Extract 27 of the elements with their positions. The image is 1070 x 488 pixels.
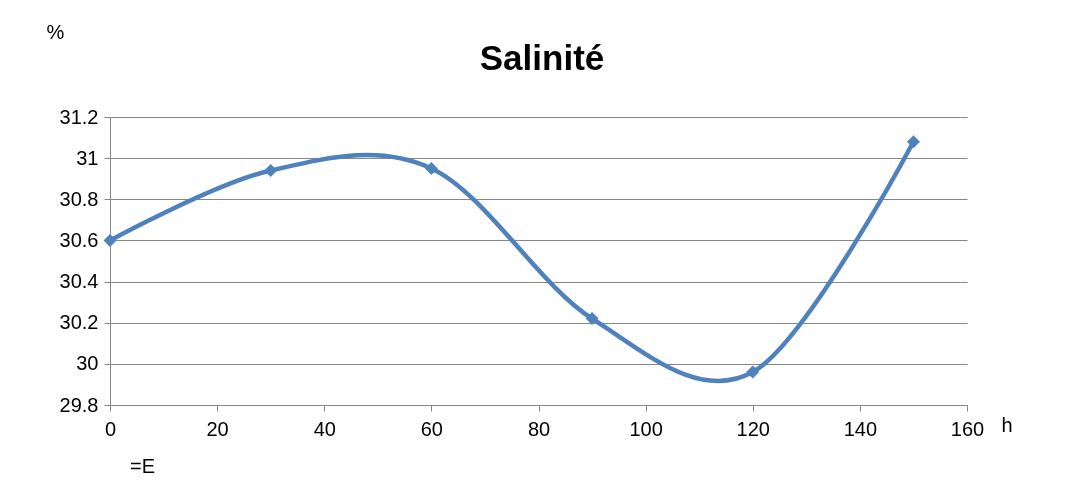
point xyxy=(585,312,599,326)
y-tick-label: 30.2 xyxy=(59,311,99,334)
point xyxy=(746,365,760,379)
x-tick-label: 140 xyxy=(843,417,878,440)
x-tick-label: 100 xyxy=(629,417,663,440)
x-tick-label: 40 xyxy=(313,417,336,440)
text: =E xyxy=(130,455,156,477)
y-tick-label: 30 xyxy=(76,352,99,375)
point xyxy=(264,163,278,177)
y-tick-label: 30.4 xyxy=(59,270,99,293)
x-tick-label: 60 xyxy=(420,417,443,440)
x-tick-label: 20 xyxy=(206,417,229,440)
x-tick-label: 80 xyxy=(527,417,551,440)
point xyxy=(424,161,438,175)
x-tick-label: 160 xyxy=(950,417,985,440)
y-tick-label: 30.8 xyxy=(59,187,99,210)
y-axis-title: % xyxy=(46,20,65,43)
y-tick-label: 30.6 xyxy=(59,228,99,251)
x-tick-label: 120 xyxy=(736,417,770,440)
y-tick-label: 31.2 xyxy=(59,105,99,128)
point xyxy=(906,135,920,149)
x-axis-title: h xyxy=(1001,413,1013,436)
point xyxy=(103,233,117,247)
chart-title: Salinité xyxy=(479,38,605,77)
y-tick-label: 29.8 xyxy=(59,393,99,416)
y-tick-label: 31 xyxy=(76,146,99,169)
x-tick-label: 0 xyxy=(104,417,117,440)
